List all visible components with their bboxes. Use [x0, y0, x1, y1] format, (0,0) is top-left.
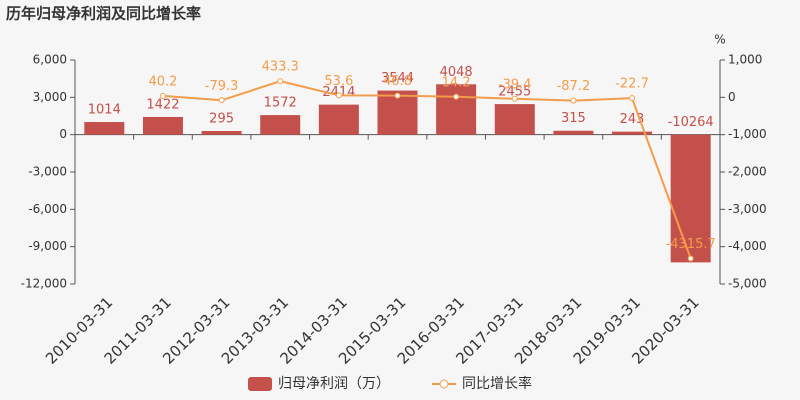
y-tick-label: 3,000 — [33, 90, 67, 104]
line-point — [394, 92, 401, 99]
bar — [201, 130, 242, 135]
bar — [670, 134, 711, 263]
line-value-label: 46.8 — [383, 74, 412, 89]
legend-swatch — [248, 377, 272, 391]
line-point — [277, 78, 284, 85]
bar-value-label: 3544 — [381, 71, 414, 86]
line-value-label: -4315.7 — [666, 237, 716, 252]
bar — [436, 84, 477, 135]
y-tick-label: 6,000 — [33, 53, 67, 67]
line-value-label: -22.7 — [615, 77, 649, 92]
legend-label: 同比增长率 — [462, 375, 532, 392]
bar-value-label: 1014 — [88, 103, 121, 118]
line-value-label: 14.2 — [442, 75, 471, 90]
bar-value-label: 315 — [561, 111, 586, 126]
y-tick-label: -3,000 — [28, 165, 67, 179]
line-point — [159, 92, 166, 99]
line-point — [453, 93, 460, 100]
y-tick-label: -12,000 — [21, 277, 67, 291]
line-value-label: -39.4 — [498, 77, 532, 92]
line-value-label: 53.6 — [324, 74, 353, 89]
y2-tick-label: 0 — [728, 90, 736, 104]
line-value-label: 40.2 — [148, 74, 177, 89]
y2-tick-label: -3,000 — [728, 202, 767, 216]
bar-value-label: -10264 — [668, 115, 714, 130]
bar — [142, 116, 183, 135]
bar — [553, 130, 594, 135]
bar-value-label: 1572 — [264, 96, 297, 111]
line — [162, 80, 692, 259]
bar — [318, 104, 359, 135]
bar — [260, 115, 301, 135]
line-value-label: -87.2 — [557, 79, 591, 94]
line-point — [335, 92, 342, 99]
y2-tick-label: -4,000 — [728, 239, 767, 253]
y-tick-label: -9,000 — [28, 239, 67, 253]
line-point — [629, 95, 636, 102]
bar-value-label: 4048 — [440, 65, 473, 80]
bar — [84, 122, 125, 135]
line-point — [570, 97, 577, 104]
bar — [612, 131, 653, 135]
legend-swatch-point — [439, 379, 449, 389]
y-tick-label: 0 — [59, 127, 67, 141]
line-value-label: -79.3 — [205, 79, 239, 94]
y2-tick-label: 1,000 — [728, 53, 762, 67]
line-point — [218, 97, 225, 104]
line-point — [511, 95, 518, 102]
y2-tick-label: -2,000 — [728, 165, 767, 179]
y2-tick-label: -5,000 — [728, 277, 767, 291]
legend-label: 归母净利润（万） — [278, 375, 390, 392]
line-value-label: 433.3 — [262, 60, 299, 75]
y2-unit: % — [714, 33, 725, 47]
bar-value-label: 1422 — [146, 97, 179, 112]
y2-tick-label: -1,000 — [728, 127, 767, 141]
line-point — [687, 255, 694, 262]
bar-value-label: 295 — [209, 111, 234, 126]
chart-title: 历年归母净利润及同比增长率 — [6, 5, 201, 23]
bar — [494, 104, 535, 135]
y-tick-label: -6,000 — [28, 202, 67, 216]
bar-value-label: 2455 — [498, 85, 531, 100]
